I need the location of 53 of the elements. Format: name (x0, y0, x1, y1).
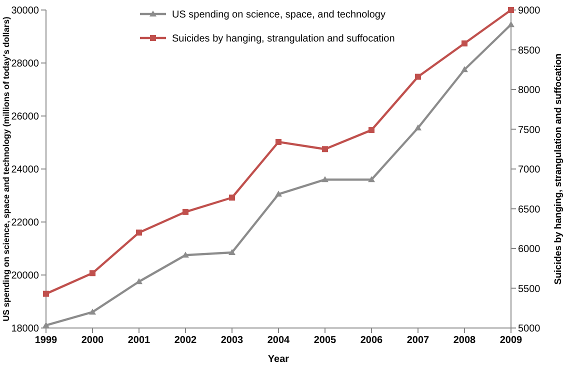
y-tick-label: 24000 (11, 164, 40, 176)
y2-tick-label: 6000 (518, 244, 541, 255)
point (275, 190, 282, 197)
point (462, 40, 468, 46)
point (461, 66, 468, 72)
x-tick-label: 2001 (128, 335, 151, 346)
point (322, 146, 328, 152)
x-tick-label: 2009 (500, 335, 523, 346)
legend-label: US spending on science, space, and technology (172, 10, 386, 20)
point (182, 208, 188, 215)
x-tick-label: 2003 (220, 335, 244, 346)
point (276, 138, 282, 145)
point (322, 176, 328, 182)
y-axis-title: US spending on science, space and technology (millions of today's dollars) (1, 16, 11, 322)
point (229, 194, 235, 201)
point (228, 248, 236, 255)
x-tick-label: 2000 (81, 335, 104, 346)
x-tick-label: 2007 (406, 335, 430, 346)
x-tick-label: 2004 (267, 335, 290, 346)
point (136, 230, 142, 236)
point (415, 74, 421, 80)
point (43, 290, 49, 297)
y2-tick-label: 5500 (518, 284, 541, 295)
y-tick-label: 22000 (11, 218, 40, 228)
point (136, 278, 142, 284)
y-tick-label: 26000 (11, 112, 40, 122)
legend-label: Suicides by hanging, strangulation and suffocation (172, 34, 395, 44)
x-tick-label: 2005 (314, 335, 337, 346)
y2-tick-label: 7000 (518, 164, 541, 176)
point (508, 7, 514, 13)
y2-tick-label: 7500 (518, 124, 541, 136)
point (182, 252, 189, 258)
y-tick-label: 28000 (11, 58, 40, 70)
x-tick-label: 2008 (453, 335, 476, 346)
point (414, 124, 422, 130)
y2-axis-title: Suicides by hanging, strangulation and suffocation (553, 53, 564, 285)
point (508, 21, 514, 28)
x-tick-label: 2006 (360, 335, 384, 346)
y-tick-label: 20000 (11, 270, 40, 282)
y2-tick-label: 8500 (518, 45, 541, 56)
point (368, 127, 374, 134)
point (90, 270, 96, 276)
y2-tick-label: 9000 (518, 6, 541, 16)
y2-tick-label: 6500 (518, 204, 541, 216)
y-tick-label: 18000 (11, 324, 40, 334)
y2-tick-label: 5000 (518, 324, 541, 334)
x-axis-title: Year (268, 354, 290, 365)
x-tick-label: 2002 (174, 335, 198, 346)
y-tick-label: 30000 (11, 6, 40, 16)
x-tick-label: 1999 (34, 335, 58, 346)
point (89, 308, 96, 315)
point (368, 176, 375, 182)
y2-tick-label: 8000 (518, 85, 541, 96)
